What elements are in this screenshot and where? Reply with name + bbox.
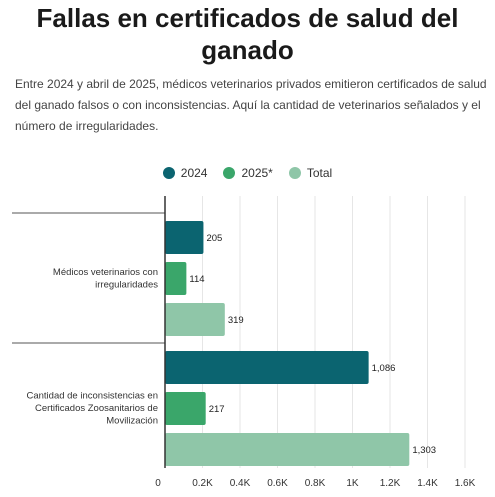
bar-value-label: 217 [209,404,225,415]
bar-value-label: 1,086 [372,363,396,374]
bar-2024-0 [165,221,204,254]
x-tick-label: 0.2K [192,478,213,489]
x-tick-label: 0 [155,478,161,489]
x-tick-label: 0.8K [305,478,326,489]
legend-label-total: Total [306,166,333,180]
legend-swatch-2025 [223,167,236,179]
bar-value-label: 114 [189,274,204,285]
x-tick-label: 1.2K [380,478,401,489]
bar-Total-0 [165,303,225,336]
x-tick-label: 1K [346,478,359,489]
legend-label-2024: 2024 [180,166,208,180]
bar-2024-1 [165,351,369,384]
bar-value-label: 1,303 [412,445,436,456]
x-tick-label: 0.4K [230,478,251,489]
chart-legend: 2024 2025* Total [0,166,495,180]
legend-swatch-total [288,167,301,179]
bar-2025-0 [165,262,187,295]
chart-subtitle: Entre 2024 y abril de 2025, médicos vete… [15,77,487,133]
x-tick-label: 0.6K [267,478,288,489]
x-tick-label: 1.4K [417,478,438,489]
chart-title: Fallas en certificados de salud del gana… [36,3,459,65]
bar-2025-1 [165,392,206,425]
bar-value-label: 319 [228,315,244,326]
bar-value-label: 205 [206,233,222,244]
category-label: Cantidad de inconsistencias en [26,391,158,402]
category-label: irregularidades [95,279,158,290]
category-label: Movilización [106,416,158,427]
x-tick-label: 1.6K [455,478,476,489]
legend-item-total[interactable]: Total [288,166,333,180]
legend-item-2025[interactable]: 2025* [223,166,273,180]
category-label: Certificados Zoosanitarios de [35,403,158,414]
legend-item-2024[interactable]: 2024 [162,166,208,180]
bar-Total-1 [165,433,410,466]
category-label: Médicos veterinarios con [53,267,158,278]
legend-swatch-2024 [162,167,175,179]
legend-label-2025: 2025* [241,166,273,180]
